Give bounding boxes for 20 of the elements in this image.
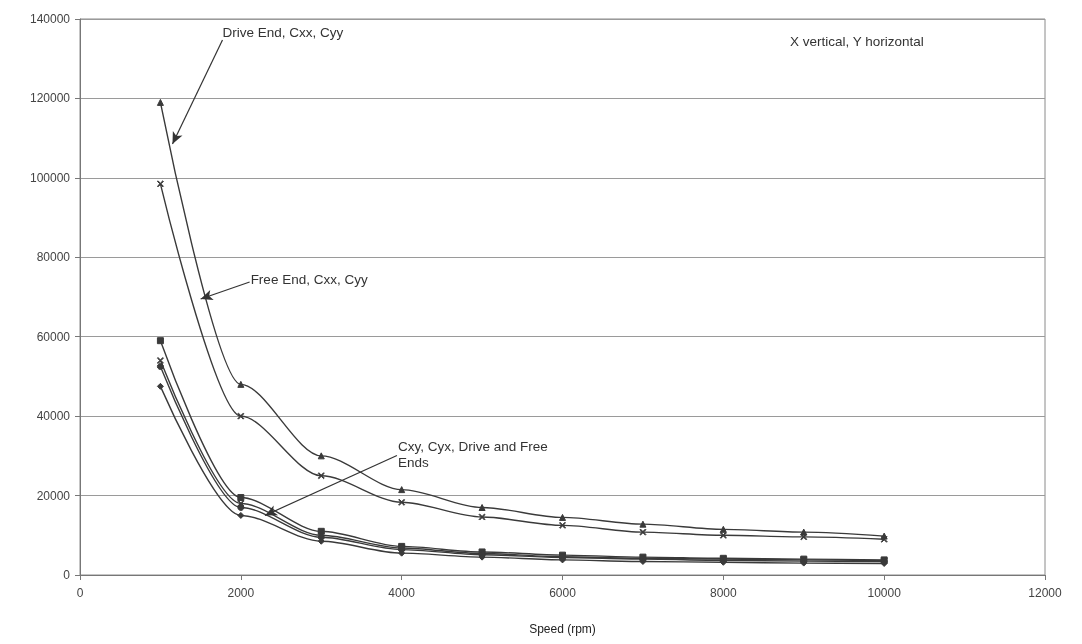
annotation: Drive End, Cxx, Cyy — [222, 24, 344, 40]
y-tick-label: 100000 — [29, 170, 71, 185]
x-tick-label: 4000 — [388, 586, 416, 600]
y-tick-label: 20000 — [36, 488, 71, 503]
x-tick-label: 12000 — [1028, 586, 1063, 600]
x-axis-title: Speed (rpm) — [529, 622, 596, 636]
x-tick-label: 0 — [76, 586, 84, 600]
x-tick-label: 2000 — [227, 586, 255, 600]
x-tick-label: 10000 — [867, 586, 902, 600]
annotation: Free End, Cxx, Cyy — [250, 272, 368, 288]
y-tick-label: 0 — [63, 568, 71, 582]
y-tick-label: 40000 — [36, 409, 71, 424]
x-tick-label: 6000 — [549, 586, 577, 600]
y-tick-label: 80000 — [36, 250, 71, 265]
y-tick-label: 140000 — [29, 12, 71, 26]
y-tick-label: 60000 — [36, 329, 71, 344]
annotation: Cxy, Cyx, Drive and Free Ends — [397, 438, 552, 470]
y-tick-label: 120000 — [29, 91, 71, 106]
annotation: X vertical, Y horizontal — [790, 33, 924, 49]
x-tick-label: 8000 — [709, 586, 737, 600]
